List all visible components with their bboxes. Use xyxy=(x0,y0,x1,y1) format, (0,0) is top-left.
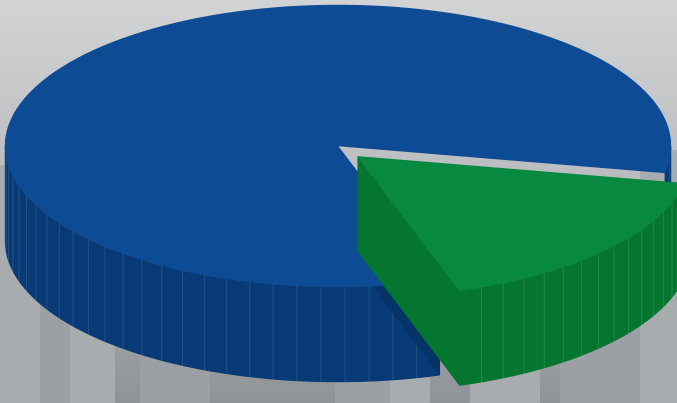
pie-slice-exploded xyxy=(356,156,677,386)
pie-slice-top xyxy=(356,156,677,291)
pie-slice-wall xyxy=(357,156,460,386)
pie-slices xyxy=(4,4,677,386)
pie-slice-top xyxy=(4,4,672,288)
